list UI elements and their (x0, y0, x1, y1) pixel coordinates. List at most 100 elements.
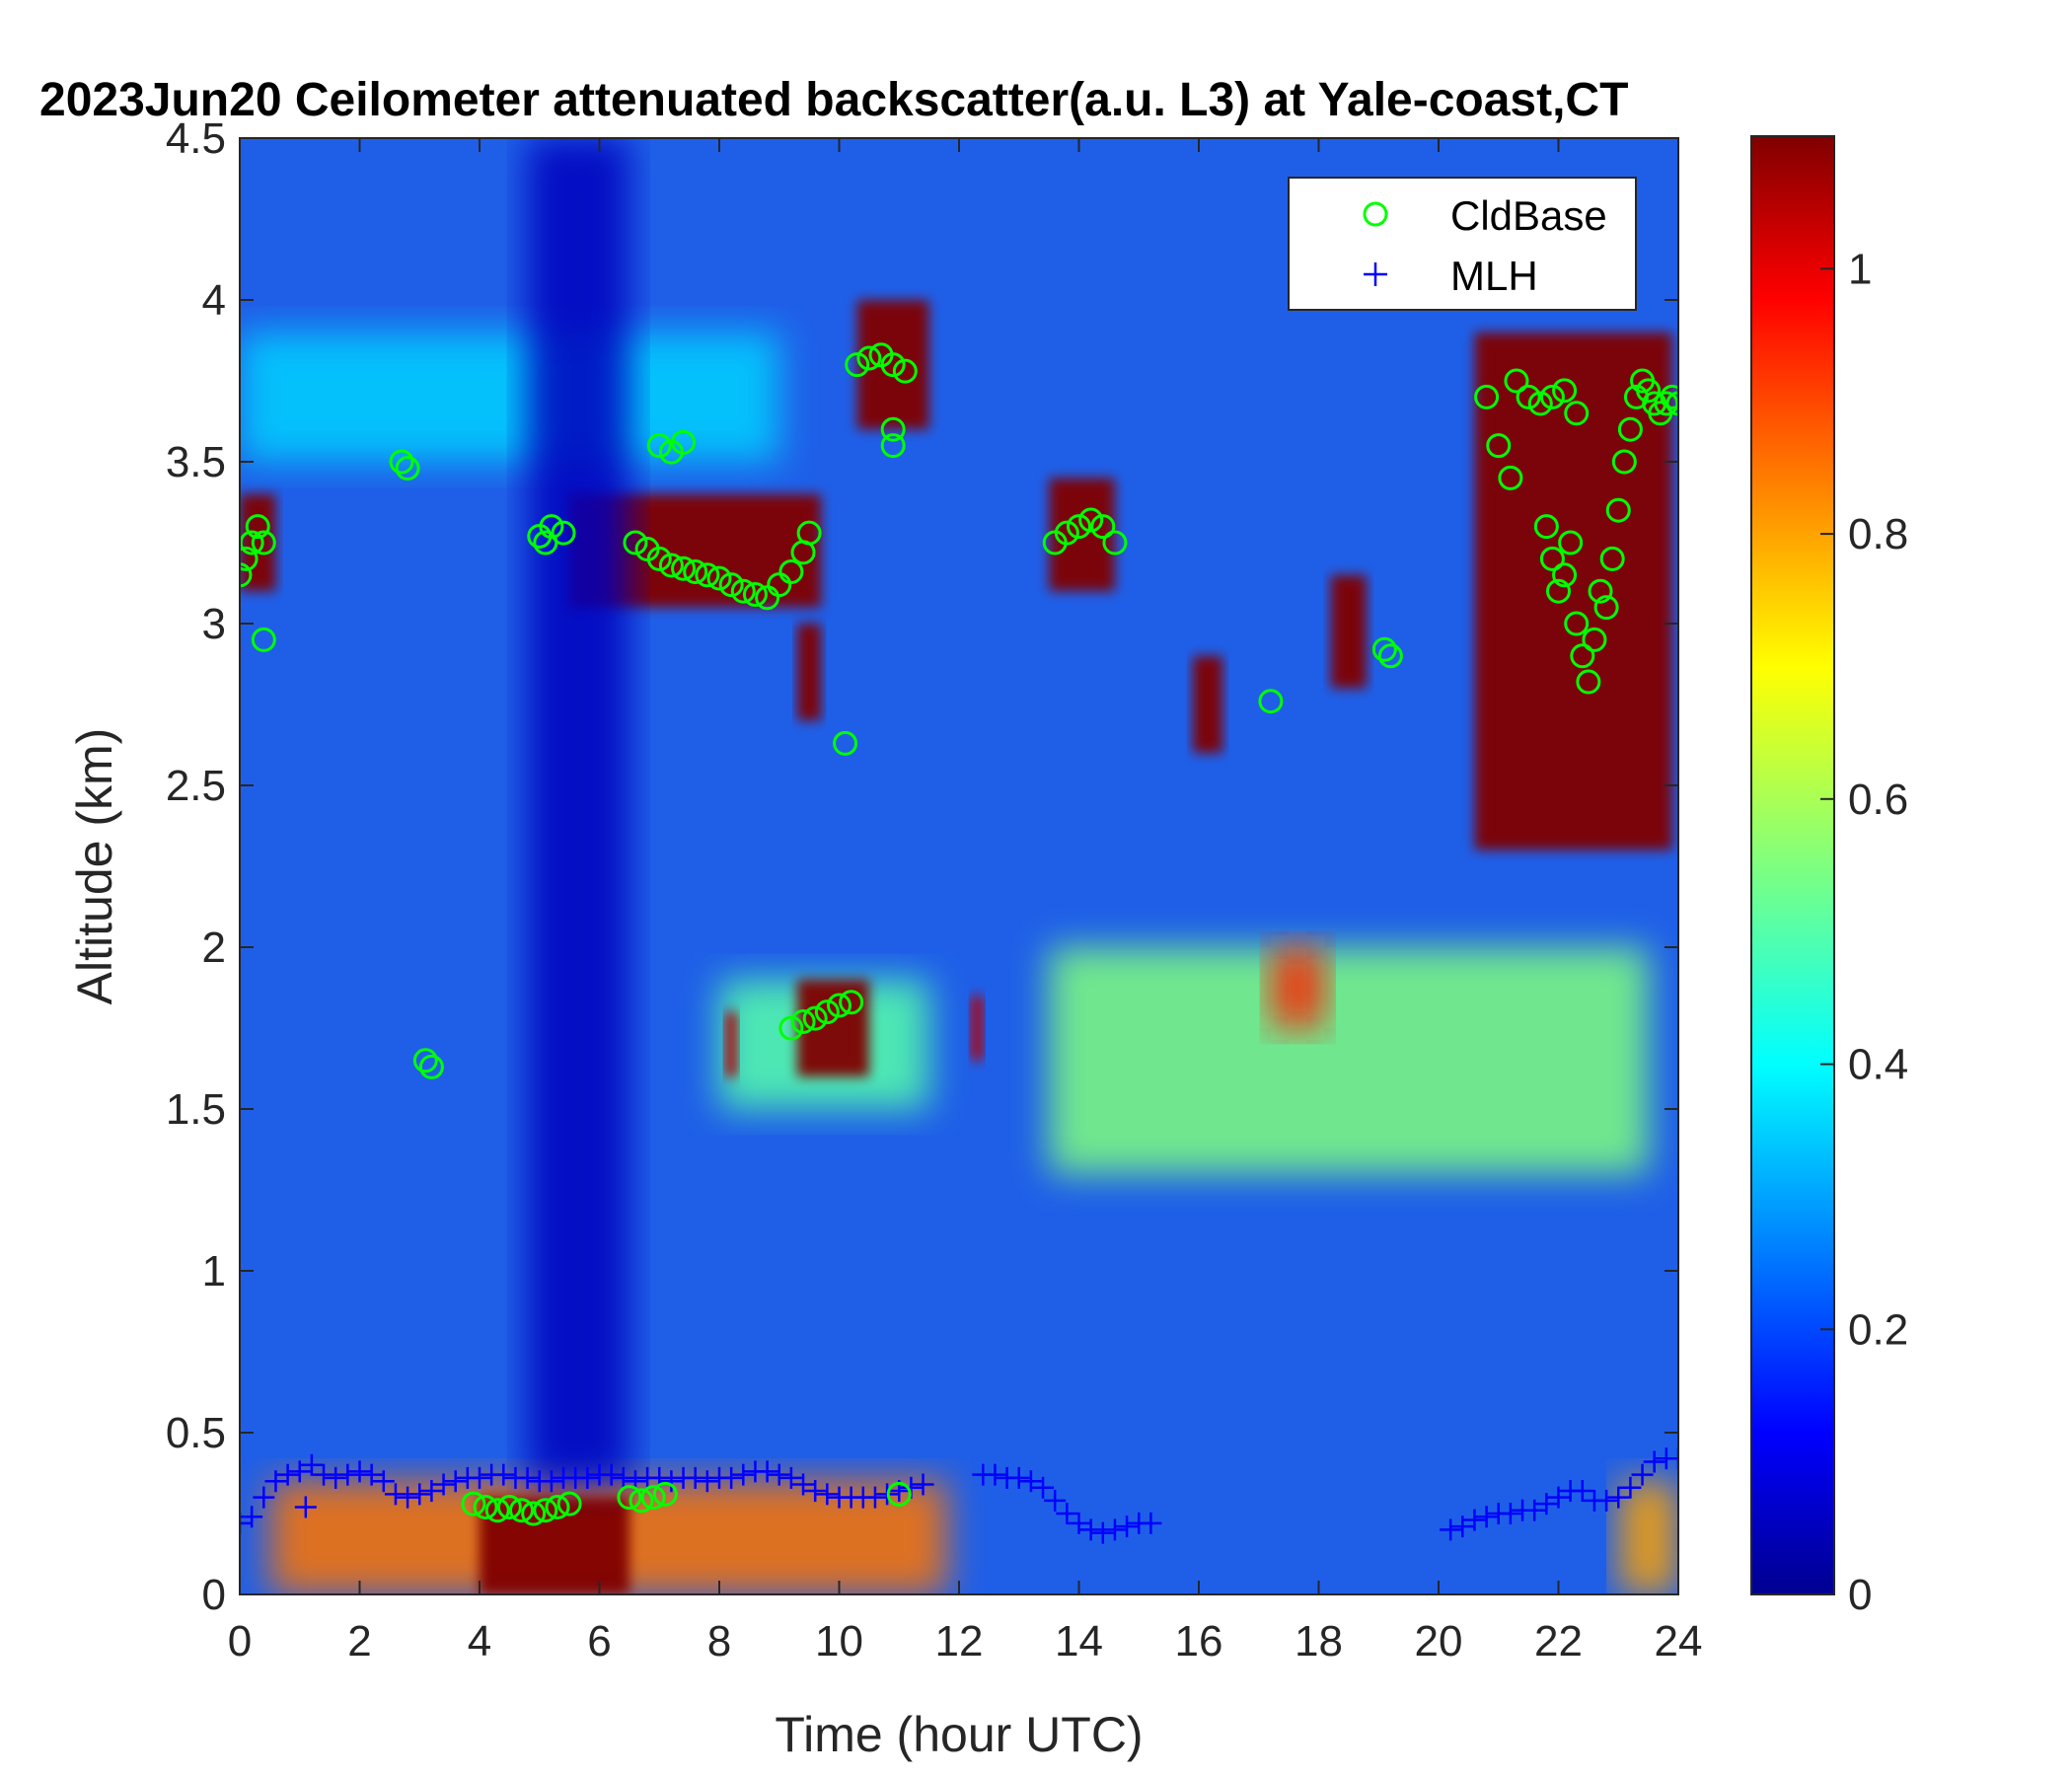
heatmap-region-7 (240, 493, 276, 592)
cldbase-point-16 (533, 1498, 558, 1523)
mlh-point-93 (1667, 1447, 1678, 1470)
cldbase-point-1 (240, 546, 259, 571)
cldbase-point-21 (539, 514, 564, 540)
cldbase-point-27 (623, 530, 648, 555)
mlh-point-73 (1140, 1512, 1162, 1534)
mlh-point-39 (684, 1466, 706, 1489)
y-tick-label-8: 4 (202, 276, 226, 325)
cldbase-point-87 (1582, 627, 1607, 652)
cldbase-point-37 (742, 581, 768, 607)
heatmap-region-15 (1192, 655, 1223, 754)
cldbase-point-79 (1533, 514, 1559, 540)
mlh-point-85 (1571, 1480, 1593, 1503)
heatmap-region-18 (527, 138, 629, 1482)
mlh-point-21 (469, 1466, 490, 1489)
cldbase-point-25 (640, 1485, 666, 1511)
mlh-point-75 (1451, 1516, 1474, 1538)
cldbase-point-67 (1258, 689, 1284, 714)
mlh-point-76 (1463, 1509, 1486, 1531)
colorbar-tick-label-3: 0.6 (1848, 776, 1908, 824)
heatmap-region-9 (796, 624, 822, 721)
cldbase-point-69 (1377, 643, 1403, 669)
cldbase-point-12 (484, 1498, 510, 1523)
cldbase-point-34 (706, 565, 732, 591)
x-tick-label-8: 16 (1175, 1617, 1223, 1665)
heatmap-region-13 (971, 996, 984, 1061)
mlh-point-9 (325, 1466, 347, 1489)
cldbase-point-45 (671, 429, 697, 455)
x-tick-label-9: 18 (1295, 1617, 1343, 1665)
cldbase-point-24 (629, 1488, 654, 1514)
cldbase-point-51 (839, 990, 864, 1015)
mlh-point-7 (300, 1453, 323, 1476)
mlh-point-6 (294, 1496, 317, 1518)
cldbase-point-84 (1564, 611, 1590, 636)
y-axis-ticks: 0 0.5 1 1.5 2 2.5 3 3.5 4 4.5 (166, 114, 1678, 1619)
x-tick-label-3: 6 (587, 1617, 611, 1665)
mlh-point-23 (492, 1463, 515, 1486)
mlh-point-11 (348, 1460, 371, 1483)
mlh-point-15 (397, 1486, 419, 1509)
cldbase-point-62 (1054, 520, 1079, 546)
cldbase-point-0 (240, 562, 253, 588)
mlh-point-0 (240, 1512, 251, 1534)
cldbase-point-14 (509, 1498, 535, 1523)
mlh-point-77 (1475, 1506, 1498, 1528)
x-tick-label-10: 20 (1415, 1617, 1463, 1665)
mlh-point-30 (576, 1466, 599, 1489)
x-axis-ticks: 0 2 4 6 8 10 12 14 16 18 20 22 24 (228, 138, 1702, 1665)
cldbase-point-9 (418, 1054, 444, 1079)
x-tick-label-5: 10 (815, 1617, 863, 1665)
cldbase-point-33 (695, 562, 720, 588)
cldbase-point-65 (1090, 514, 1116, 540)
series-cldbase (240, 342, 1678, 1526)
mlh-point-65 (1044, 1489, 1067, 1512)
cldbase-point-89 (1593, 595, 1619, 621)
cldbase-point-63 (1067, 514, 1091, 540)
mlh-point-62 (1007, 1466, 1030, 1489)
y-tick-label-5: 2.5 (166, 762, 226, 810)
heatmap-features (240, 138, 1678, 1594)
mlh-point-47 (779, 1466, 802, 1489)
cldbase-point-81 (1546, 578, 1571, 604)
mlh-point-48 (792, 1473, 815, 1496)
y-tick-label-3: 1.5 (166, 1085, 226, 1134)
cldbase-point-86 (1576, 669, 1601, 695)
mlh-point-60 (984, 1463, 1006, 1486)
cldbase-point-58 (880, 416, 906, 442)
mlh-point-46 (768, 1463, 790, 1486)
cldbase-point-35 (718, 572, 744, 598)
cldbase-point-50 (827, 993, 851, 1018)
cldbase-point-100 (1660, 384, 1678, 409)
cldbase-point-7 (395, 456, 420, 481)
cldbase-point-22 (551, 520, 576, 546)
heatmap-region-6 (240, 332, 779, 462)
legend-label-mlh: MLH (1450, 253, 1538, 299)
cldbase-point-88 (1588, 578, 1613, 604)
colorbar-tick-label-1: 0.2 (1848, 1305, 1908, 1354)
cldbase-point-64 (1078, 507, 1104, 533)
mlh-point-27 (540, 1470, 562, 1493)
mlh-point-14 (384, 1483, 407, 1506)
legend-marker-cldbase (1363, 201, 1388, 227)
mlh-point-69 (1091, 1521, 1114, 1544)
heatmap-region-16 (1330, 574, 1368, 689)
y-axis-label: Altitude (km) (67, 728, 122, 1005)
x-tick-label-0: 0 (228, 1617, 252, 1665)
cldbase-point-23 (617, 1485, 642, 1511)
mlh-point-79 (1499, 1503, 1521, 1524)
mlh-point-82 (1535, 1493, 1558, 1516)
colorbar-ticks: 0 0.2 0.4 0.6 0.8 1 (1820, 245, 1908, 1619)
mlh-point-25 (516, 1466, 539, 1489)
cldbase-point-43 (646, 433, 672, 459)
mlh-point-83 (1547, 1486, 1570, 1509)
mlh-point-42 (720, 1466, 743, 1489)
cldbase-point-42 (796, 520, 822, 546)
heatmap-region-1 (480, 1497, 629, 1594)
heatmap-region-17 (1474, 332, 1672, 851)
cldbase-point-31 (671, 555, 697, 581)
cldbase-point-36 (730, 578, 756, 604)
series-mlh (240, 1447, 1678, 1544)
legend-box (1288, 177, 1637, 311)
